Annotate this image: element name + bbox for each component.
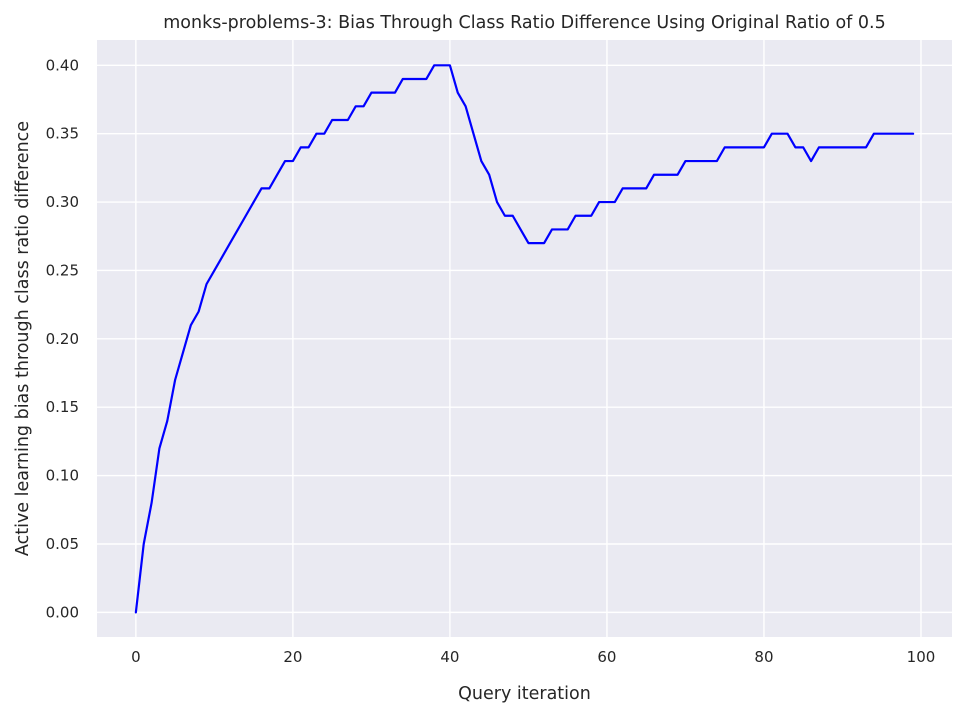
- x-tick-labels: 0 20 40 60 80 100: [131, 648, 935, 666]
- x-tick-label: 100: [907, 648, 936, 666]
- x-tick-label: 0: [131, 648, 141, 666]
- x-axis-label: Query iteration: [458, 684, 591, 704]
- x-tick-label: 60: [597, 648, 616, 666]
- y-tick-label: 0.25: [46, 261, 79, 279]
- x-tick-label: 80: [754, 648, 773, 666]
- y-tick-label: 0.00: [46, 603, 79, 621]
- y-tick-label: 0.40: [46, 56, 79, 74]
- y-tick-label: 0.10: [46, 467, 79, 485]
- y-tick-label: 0.30: [46, 193, 79, 211]
- grid: [97, 40, 952, 637]
- y-tick-label: 0.35: [46, 125, 79, 143]
- y-tick-label: 0.05: [46, 535, 79, 553]
- y-axis-label: Active learning bias through class ratio…: [13, 121, 33, 556]
- y-tick-label: 0.15: [46, 398, 79, 416]
- series-layer: [134, 64, 915, 614]
- series-line: [134, 64, 915, 614]
- y-tick-labels: 0.00 0.05 0.10 0.15 0.20 0.25 0.30 0.35 0.40: [46, 56, 79, 621]
- y-tick-label: 0.20: [46, 330, 79, 348]
- x-tick-label: 40: [440, 648, 459, 666]
- x-tick-label: 20: [283, 648, 302, 666]
- chart-title: monks-problems-3: Bias Through Class Rat…: [163, 13, 886, 33]
